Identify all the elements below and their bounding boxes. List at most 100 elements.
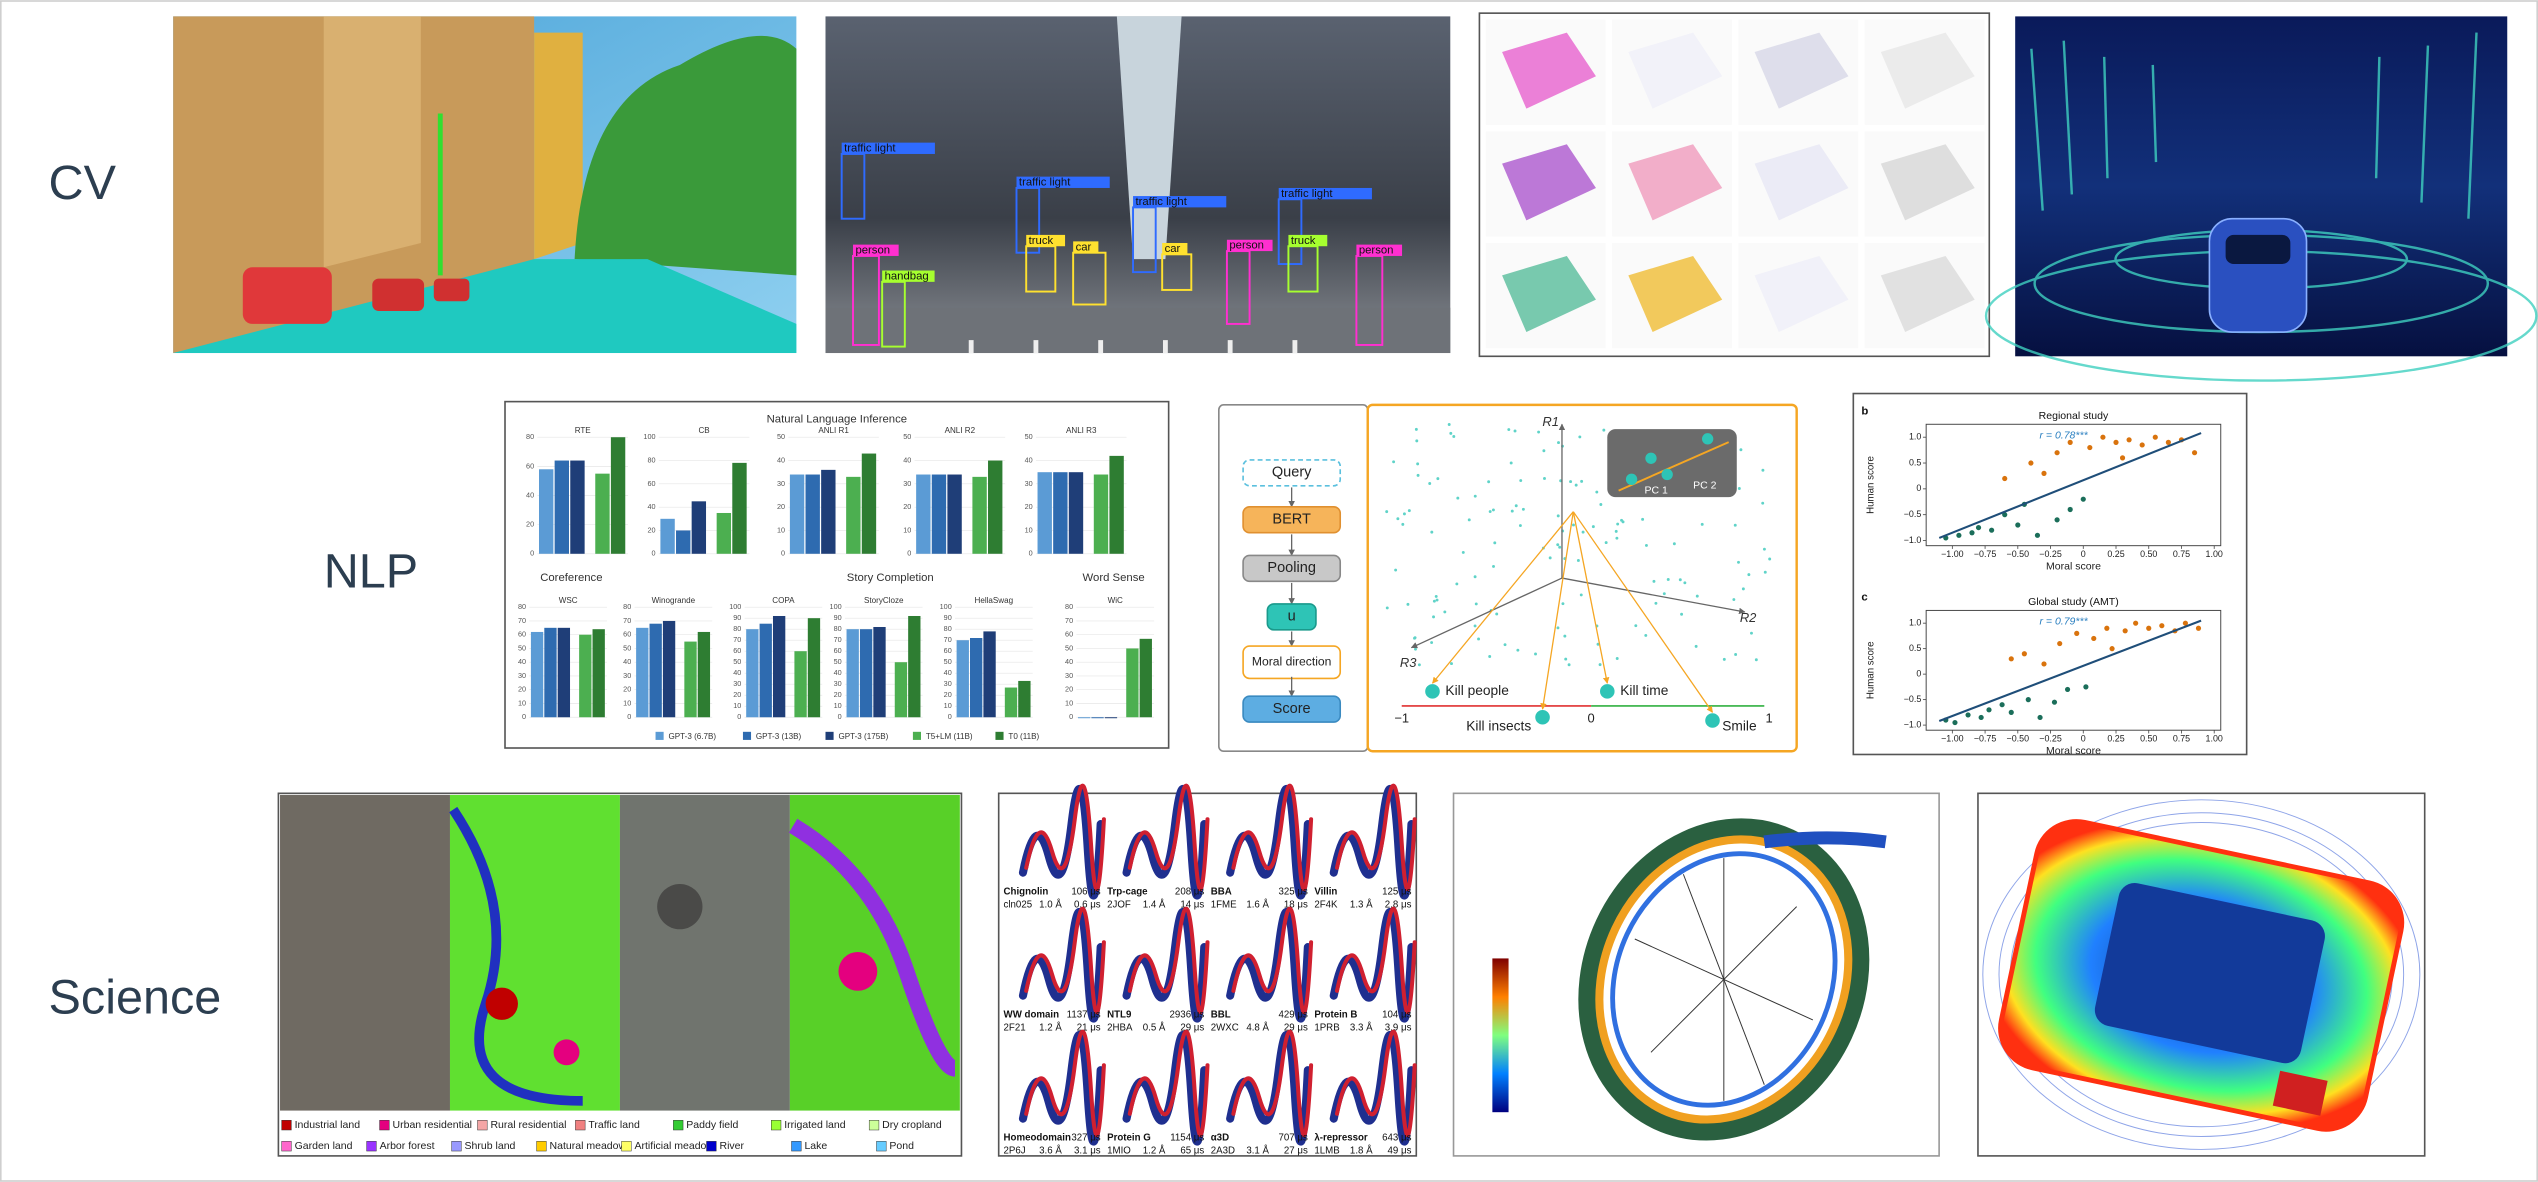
pipeline-label: Score <box>1273 701 1311 717</box>
protein-fold: 65 μs <box>1180 1146 1204 1157</box>
scatter-point <box>2015 522 2021 528</box>
scatter-point <box>2025 697 2031 703</box>
detection-label: person <box>1359 245 1394 257</box>
y-tick-label: 10 <box>834 701 842 710</box>
embedding-dot <box>1467 518 1471 522</box>
legend-swatch <box>536 1141 547 1152</box>
protein-name: Trp-cage <box>1107 887 1148 898</box>
y-tick-label: 40 <box>834 668 842 677</box>
scatter-point <box>1956 532 1962 538</box>
y-tick-label: 50 <box>733 657 741 666</box>
embedding-dot <box>1579 593 1583 597</box>
y-tick-label: 50 <box>834 657 842 666</box>
protein-time: 707 μs <box>1279 1133 1308 1144</box>
fit-line <box>1938 619 2202 723</box>
embedding-dot <box>1450 662 1453 666</box>
pipeline-label: Pooling <box>1267 560 1316 576</box>
legend-swatch <box>706 1141 717 1152</box>
y-tick-label: 20 <box>623 685 631 694</box>
bar <box>732 462 747 554</box>
bar <box>805 474 820 554</box>
embedding-dot <box>1516 648 1520 652</box>
bar <box>789 474 805 554</box>
legend-swatch <box>673 1120 684 1131</box>
embedding-dot <box>1449 431 1453 435</box>
embedding-dot <box>1615 536 1619 540</box>
y-tick-label: 20 <box>526 520 534 529</box>
axis-line <box>1410 577 1563 649</box>
embedding-dot <box>1556 543 1560 547</box>
embedding-dot <box>1741 587 1745 591</box>
y-tick-label: 30 <box>733 679 741 688</box>
embedding-dot <box>1578 435 1582 439</box>
cv-lidar-image <box>1984 16 2538 382</box>
y-tick-label: 0 <box>530 549 534 558</box>
y-tick-label: −1.0 <box>1904 719 1922 729</box>
y-tick-label: 0.5 <box>1909 643 1921 653</box>
scene-tile-shape <box>1502 255 1596 333</box>
embedding-dot <box>1574 483 1578 487</box>
legend-swatch <box>912 731 921 740</box>
scale-label: 1 <box>1766 710 1773 725</box>
embedding-dot <box>1518 524 1522 528</box>
embedding-dot <box>1392 460 1396 464</box>
embedding-dot <box>1513 429 1517 433</box>
embedding-dot <box>1754 658 1758 662</box>
legend-label: Lake <box>804 1140 827 1152</box>
pca-dot <box>1661 468 1673 481</box>
legend-swatch <box>868 1120 880 1131</box>
scale-label: 0 <box>1588 710 1595 725</box>
embedding-dot <box>1477 637 1481 641</box>
detection-label: traffic light <box>1019 177 1071 189</box>
y-tick-label: 20 <box>518 685 526 694</box>
protein-id: 1FME <box>1211 900 1237 911</box>
legend-label: Urban residential <box>393 1119 472 1131</box>
y-tick-label: 0 <box>907 549 911 558</box>
bar <box>1018 680 1031 718</box>
scatter-point <box>1978 714 1984 721</box>
protein-rmsd: 1.4 Å <box>1143 900 1166 911</box>
y-tick-label: 0 <box>948 712 952 721</box>
embedding-dot <box>1750 631 1753 635</box>
legend-swatch <box>995 731 1004 740</box>
legend-label: River <box>719 1140 744 1152</box>
protein-id: cln025 <box>1004 900 1033 911</box>
scatter-point <box>2021 651 2027 657</box>
legend-swatch <box>876 1141 887 1152</box>
detection-label: car <box>1076 241 1092 253</box>
embedding-dot <box>1396 517 1400 521</box>
y-tick-label: 70 <box>733 635 741 644</box>
protein-rmsd: 1.0 Å <box>1039 900 1062 911</box>
bar <box>983 631 996 718</box>
concept-dot <box>1425 684 1440 699</box>
scatter-point <box>2126 437 2132 443</box>
x-tick-label: 0 <box>2081 549 2086 559</box>
y-tick-label: 50 <box>777 432 785 441</box>
y-tick-label: 40 <box>1065 657 1073 666</box>
embedding-dot <box>1644 633 1648 637</box>
direction-arrow <box>1572 511 1610 684</box>
protein-rmsd: 1.8 Å <box>1350 1146 1373 1157</box>
embedding-dot <box>1614 529 1618 533</box>
embedding-dot <box>1733 523 1737 527</box>
detection-tag <box>1356 244 1403 256</box>
legend-label: T0 (11B) <box>1008 732 1039 741</box>
bar <box>595 473 610 554</box>
y-tick-label: 70 <box>944 635 952 644</box>
protein-time: 327 μs <box>1071 1133 1100 1144</box>
x-tick-label: 0 <box>2081 733 2086 743</box>
bar <box>794 651 807 718</box>
embedding-dot <box>1695 594 1699 598</box>
scatter-point <box>2109 646 2115 652</box>
y-tick-label: −1.0 <box>1904 535 1922 545</box>
protein-cartoon <box>1334 1029 1417 1138</box>
cv-segmentation-image <box>173 16 797 354</box>
protein-name: BBA <box>1211 887 1232 898</box>
embedding-dot <box>1413 636 1416 640</box>
bar <box>1004 687 1018 718</box>
y-tick-label: 50 <box>1025 432 1033 441</box>
panel-tag: b <box>1861 405 1868 417</box>
scatter-point <box>2037 714 2043 721</box>
protein-id: 2HBA <box>1107 1023 1133 1034</box>
x-tick-label: 0.50 <box>2140 733 2157 743</box>
